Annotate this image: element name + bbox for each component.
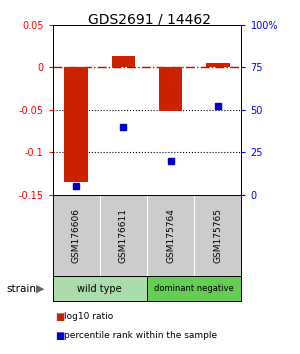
Bar	[52, 195, 100, 276]
Bar	[52, 276, 147, 301]
Bar	[206, 63, 230, 67]
Text: wild type: wild type	[77, 284, 122, 293]
Text: dominant negative: dominant negative	[154, 284, 234, 293]
Text: ■: ■	[56, 331, 65, 341]
Bar	[147, 276, 242, 301]
Bar	[159, 67, 182, 112]
Text: log10 ratio: log10 ratio	[64, 312, 114, 320]
Text: GSM176611: GSM176611	[119, 208, 128, 263]
Text: GSM176606: GSM176606	[72, 208, 81, 263]
Text: GSM175765: GSM175765	[213, 208, 222, 263]
Bar	[147, 195, 194, 276]
Bar	[194, 195, 242, 276]
Text: GSM175764: GSM175764	[166, 208, 175, 263]
Text: ■: ■	[56, 312, 65, 321]
Text: ▶: ▶	[36, 284, 45, 293]
Text: strain: strain	[6, 284, 36, 293]
Bar	[100, 195, 147, 276]
Bar	[112, 56, 135, 67]
Bar	[64, 67, 88, 182]
Text: percentile rank within the sample: percentile rank within the sample	[64, 331, 218, 340]
Text: GDS2691 / 14462: GDS2691 / 14462	[88, 12, 212, 27]
